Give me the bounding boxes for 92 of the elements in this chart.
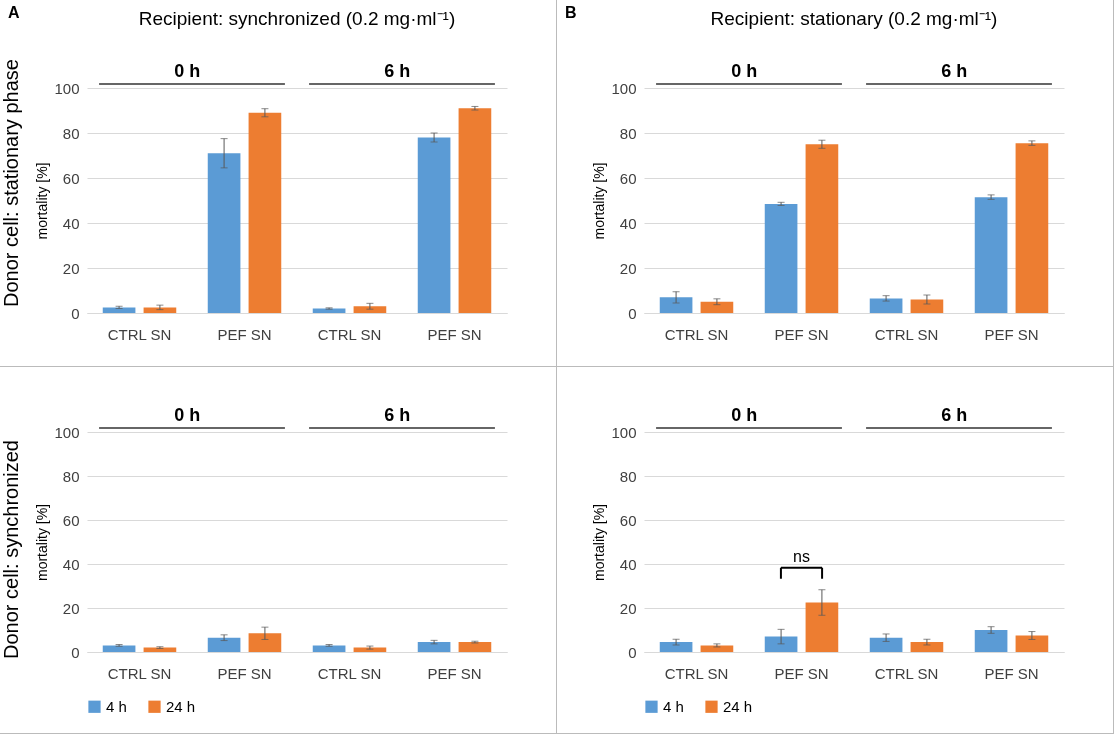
bar <box>458 108 492 313</box>
y-axis-title: mortality [%] <box>591 162 608 240</box>
x-tick-label: PEF SN <box>427 664 482 682</box>
bar <box>974 197 1008 313</box>
text: 6 h <box>941 405 968 425</box>
y-tick-label: 80 <box>62 124 80 142</box>
x-tick-label: CTRL SN <box>317 664 382 682</box>
bar <box>700 645 734 652</box>
y-tick-label: 0 <box>71 304 80 322</box>
y-tick-label: 60 <box>62 511 80 529</box>
bar <box>417 137 451 313</box>
bar <box>910 642 944 652</box>
y-tick-label: 100 <box>54 79 80 97</box>
x-tick-label: PEF SN <box>984 664 1039 682</box>
y-tick-label: 20 <box>619 259 637 277</box>
bar <box>207 637 241 652</box>
x-tick-label: PEF SN <box>217 664 272 682</box>
bar <box>458 642 492 652</box>
bar <box>102 645 136 652</box>
legend-label: 24 h <box>166 697 196 715</box>
bar <box>869 637 903 652</box>
x-tick-label: PEF SN <box>217 325 272 343</box>
text: 0 h <box>731 405 758 425</box>
x-tick-label: CTRL SN <box>107 664 172 682</box>
y-tick-label: 40 <box>619 214 637 232</box>
text: 0 h <box>174 61 201 81</box>
text: 0 h <box>174 405 201 425</box>
text: 6 h <box>384 405 411 425</box>
bar <box>764 203 798 313</box>
bar <box>910 299 944 313</box>
y-tick-label: 0 <box>628 304 637 322</box>
x-tick-label: PEF SN <box>774 325 829 343</box>
y-tick-label: 80 <box>619 467 637 485</box>
chart-title: Recipient: stationary (0.2 mg·ml⁻¹) <box>710 8 998 29</box>
y-axis-title: mortality [%] <box>34 162 51 240</box>
text: 0 h <box>731 61 758 81</box>
bar <box>353 306 387 313</box>
bar <box>102 307 136 313</box>
bar <box>805 144 839 313</box>
bar <box>869 298 903 313</box>
bar <box>974 630 1008 652</box>
bar <box>700 301 734 313</box>
y-tick-label: 20 <box>619 599 637 617</box>
y-axis-title: mortality [%] <box>34 503 51 582</box>
bar <box>248 112 282 313</box>
y-tick-label: 60 <box>619 169 637 187</box>
y-tick-label: 0 <box>71 643 80 661</box>
y-tick-label: 40 <box>62 214 80 232</box>
y-tick-label: 100 <box>611 79 637 97</box>
bar <box>1015 143 1049 313</box>
bar <box>764 636 798 652</box>
x-tick-label: CTRL SN <box>664 664 729 682</box>
text: B <box>565 4 577 22</box>
y-tick-label: 100 <box>54 423 80 441</box>
y-tick-label: 80 <box>619 124 637 142</box>
bar <box>659 642 693 652</box>
x-tick-label: PEF SN <box>427 325 482 343</box>
x-tick-label: CTRL SN <box>874 664 939 682</box>
bar <box>143 307 177 313</box>
bar <box>248 633 282 652</box>
y-tick-label: 20 <box>62 259 80 277</box>
x-tick-label: PEF SN <box>984 325 1039 343</box>
y-tick-label: 20 <box>62 599 80 617</box>
legend-label: 4 h <box>106 697 127 715</box>
y-tick-label: 40 <box>619 555 637 573</box>
bar <box>805 602 839 652</box>
legend-label: 24 h <box>723 697 753 715</box>
x-tick-label: CTRL SN <box>317 325 382 343</box>
y-tick-label: 40 <box>62 555 80 573</box>
x-tick-label: CTRL SN <box>107 325 172 343</box>
y-tick-label: 100 <box>611 423 637 441</box>
x-tick-label: CTRL SN <box>874 325 939 343</box>
text: A <box>8 4 20 22</box>
text: 6 h <box>384 61 411 81</box>
x-tick-label: PEF SN <box>774 664 829 682</box>
bar <box>207 153 241 313</box>
bar <box>659 297 693 313</box>
y-tick-label: 60 <box>619 511 637 529</box>
bar <box>1015 635 1049 652</box>
bar <box>312 645 346 652</box>
text: Donor cell: synchronized <box>0 439 23 662</box>
text: Donor cell: stationary phase <box>0 59 22 307</box>
y-tick-label: 80 <box>62 467 80 485</box>
legend-label: 4 h <box>663 697 684 715</box>
x-tick-label: CTRL SN <box>664 325 729 343</box>
chart-title: Recipient: synchronized (0.2 mg·ml⁻¹) <box>138 8 456 29</box>
text: 6 h <box>941 61 968 81</box>
y-axis-title: mortality [%] <box>591 503 608 582</box>
y-tick-label: 0 <box>628 643 637 661</box>
bar <box>417 642 451 652</box>
annotation: ns <box>793 547 810 565</box>
y-tick-label: 60 <box>62 169 80 187</box>
